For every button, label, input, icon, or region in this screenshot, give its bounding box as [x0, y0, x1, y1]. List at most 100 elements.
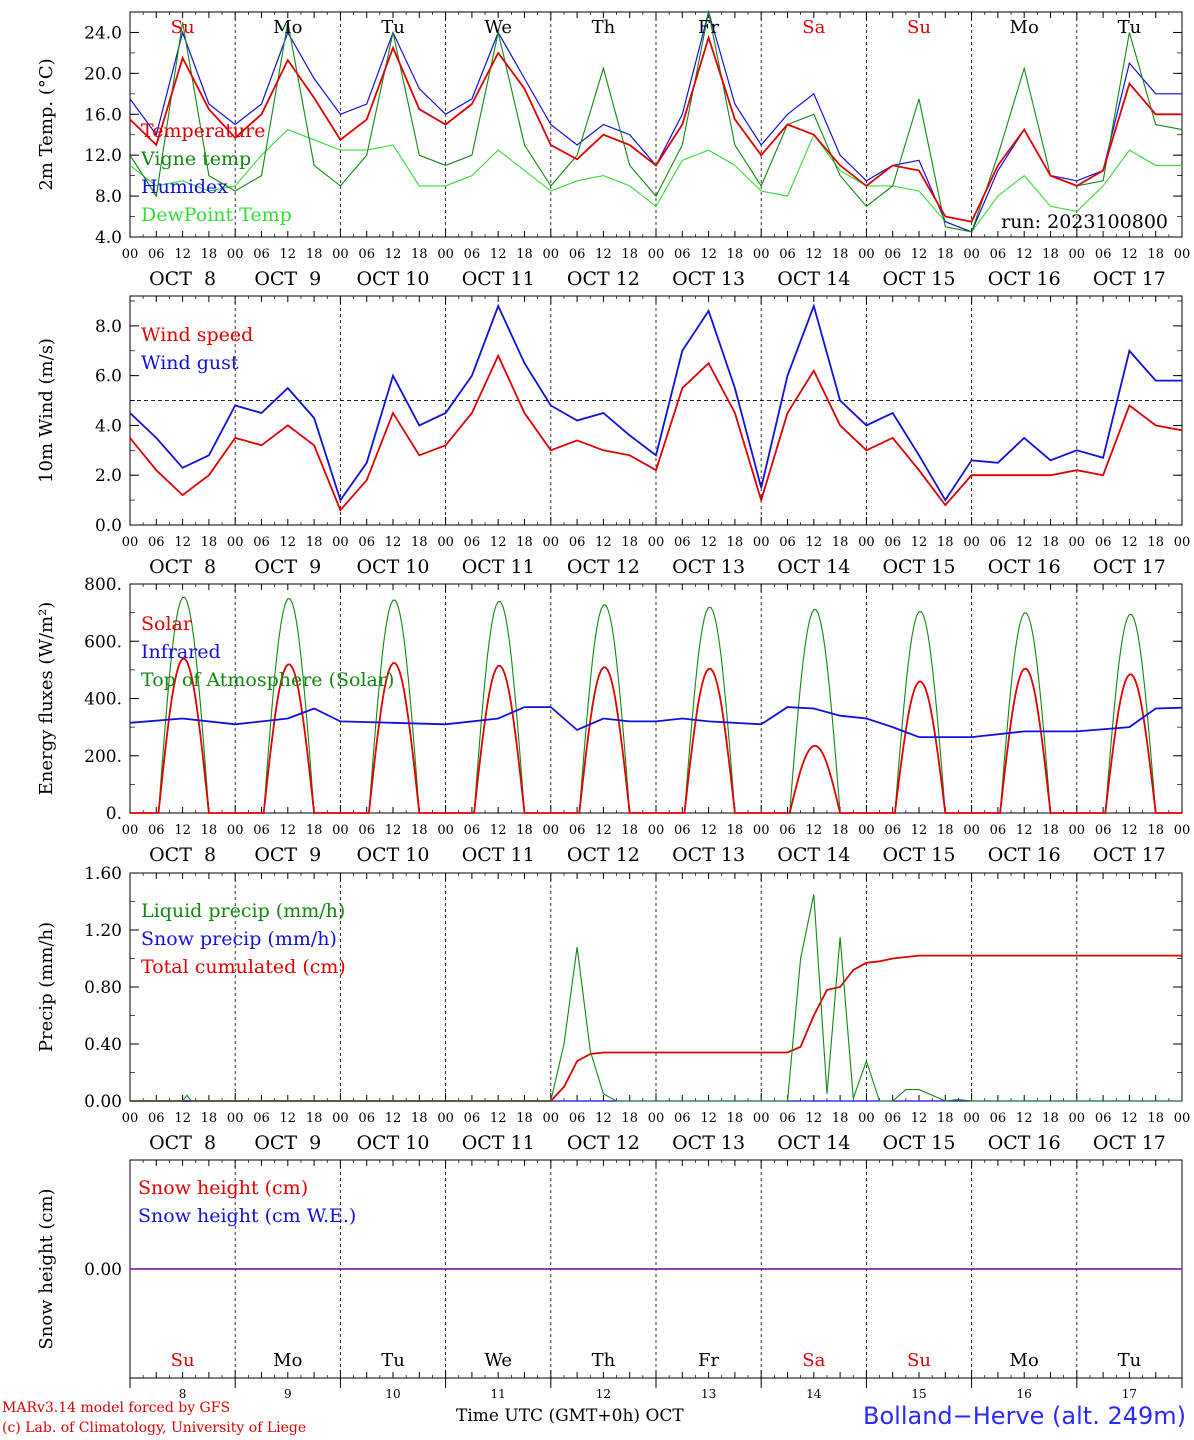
temp-legend-dewpoint-temp: DewPoint Temp	[141, 204, 292, 226]
flux-hour-tick-label: 00	[963, 823, 980, 838]
flux-hour-tick-label: 12	[1121, 823, 1138, 838]
temp-weekday-label: Mo	[1010, 17, 1039, 38]
flux-legend-top-of-atmosphere-solar-: Top of Atmosphere (Solar)	[141, 669, 394, 691]
wind-hour-tick-label: 18	[621, 535, 638, 550]
temp-date-label: OCT 16	[988, 268, 1061, 290]
temp-weekday-label: Su	[171, 17, 195, 38]
precip-date-label: OCT 15	[882, 1132, 955, 1154]
wind-hour-tick-label: 06	[884, 535, 901, 550]
flux-hour-tick-label: 12	[385, 823, 402, 838]
temp-hour-tick-label: 18	[937, 247, 954, 262]
precip-hour-tick-label: 12	[700, 1111, 717, 1126]
temp-hour-tick-label: 12	[595, 247, 612, 262]
precip-hour-tick-label: 00	[543, 1111, 560, 1126]
panel-precip	[129, 872, 1183, 1102]
flux-hour-tick-label: 00	[543, 823, 560, 838]
flux-hour-tick-label: 18	[832, 823, 849, 838]
time-axis-label: Time UTC (GMT+0h) OCT	[456, 1406, 684, 1426]
temp-weekday-label: Tu	[1118, 17, 1142, 38]
precip-date-label: OCT 8	[149, 1132, 216, 1154]
wind-hour-tick-label: 00	[227, 535, 244, 550]
flux-y-tick-label: 400.	[84, 690, 122, 710]
precip-hour-tick-label: 18	[727, 1111, 744, 1126]
precip-hour-tick-label: 06	[884, 1111, 901, 1126]
precip-date-label: OCT 9	[254, 1132, 321, 1154]
temp-y-tick-label: 24.0	[84, 23, 122, 43]
temp-hour-tick-label: 00	[437, 247, 454, 262]
flux-hour-tick-label: 06	[884, 823, 901, 838]
wind-hour-tick-label: 00	[963, 535, 980, 550]
precip-y-tick-label: 0.00	[84, 1092, 122, 1112]
temp-hour-tick-label: 06	[358, 247, 375, 262]
wind-hour-tick-label: 12	[806, 535, 823, 550]
snow-weekday-label: Mo	[273, 1350, 302, 1371]
temp-hour-tick-label: 06	[779, 247, 796, 262]
temp-hour-tick-label: 00	[1174, 247, 1191, 262]
temp-y-tick-label: 16.0	[84, 105, 122, 125]
precip-hour-tick-label: 18	[516, 1111, 533, 1126]
precip-hour-tick-label: 12	[490, 1111, 507, 1126]
flux-hour-tick-label: 06	[674, 823, 691, 838]
temp-date-label: OCT 12	[567, 268, 640, 290]
precip-hour-tick-label: 18	[621, 1111, 638, 1126]
flux-hour-tick-label: 06	[779, 823, 796, 838]
wind-hour-tick-label: 18	[832, 535, 849, 550]
temp-y-tick-label: 8.0	[95, 187, 122, 207]
wind-y-tick-label: 8.0	[95, 317, 122, 337]
flux-hour-tick-label: 12	[490, 823, 507, 838]
flux-hour-tick-label: 06	[464, 823, 481, 838]
wind-date-label: OCT 12	[567, 556, 640, 578]
precip-hour-tick-label: 18	[832, 1111, 849, 1126]
flux-hour-tick-label: 06	[253, 823, 270, 838]
precip-liquid-precip-mm-h--line	[130, 894, 1182, 1102]
wind-hour-tick-label: 00	[122, 535, 139, 550]
temp-date-label: OCT 15	[882, 268, 955, 290]
temp-date-label: OCT 9	[254, 268, 321, 290]
precip-hour-tick-label: 12	[385, 1111, 402, 1126]
wind-hour-tick-label: 00	[332, 535, 349, 550]
flux-hour-tick-label: 00	[227, 823, 244, 838]
temp-hour-tick-label: 18	[201, 247, 218, 262]
flux-hour-tick-label: 12	[806, 823, 823, 838]
wind-hour-tick-label: 06	[569, 535, 586, 550]
temp-legend-humidex: Humidex	[141, 176, 228, 198]
wind-hour-tick-label: 06	[1095, 535, 1112, 550]
wind-hour-tick-label: 00	[543, 535, 560, 550]
temp-hour-tick-label: 06	[253, 247, 270, 262]
wind-hour-tick-label: 00	[1069, 535, 1086, 550]
temp-hour-tick-label: 00	[963, 247, 980, 262]
precip-date-label: OCT 17	[1093, 1132, 1166, 1154]
precip-hour-tick-label: 00	[963, 1111, 980, 1126]
flux-date-label: OCT 14	[777, 844, 850, 866]
precip-hour-tick-label: 00	[858, 1111, 875, 1126]
flux-hour-tick-label: 00	[122, 823, 139, 838]
flux-hour-tick-label: 00	[332, 823, 349, 838]
snow-day-number: 14	[806, 1387, 822, 1401]
precip-y-tick-label: 1.20	[84, 921, 122, 941]
flux-y-axis-label: Energy fluxes (W/m²)	[36, 602, 57, 796]
temp-vigne-temp-line	[129, 11, 1183, 233]
precip-hour-tick-label: 06	[990, 1111, 1007, 1126]
temp-hour-tick-label: 06	[464, 247, 481, 262]
wind-hour-tick-label: 12	[174, 535, 191, 550]
snow-legend-snow-height-cm-: Snow height (cm)	[138, 1177, 308, 1199]
precip-hour-tick-label: 18	[1147, 1111, 1164, 1126]
precip-hour-tick-label: 06	[1095, 1111, 1112, 1126]
temp-hour-tick-label: 00	[753, 247, 770, 262]
flux-hour-tick-label: 00	[753, 823, 770, 838]
temp-hour-tick-label: 00	[122, 247, 139, 262]
flux-date-label: OCT 16	[988, 844, 1061, 866]
flux-hour-tick-label: 00	[1069, 823, 1086, 838]
snow-day-number: 9	[284, 1387, 292, 1401]
precip-date-label: OCT 13	[672, 1132, 745, 1154]
precip-hour-tick-label: 00	[332, 1111, 349, 1126]
flux-legend-solar: Solar	[141, 613, 193, 635]
temp-hour-tick-label: 12	[280, 247, 297, 262]
flux-date-label: OCT 12	[567, 844, 640, 866]
wind-hour-tick-label: 18	[937, 535, 954, 550]
wind-hour-tick-label: 06	[990, 535, 1007, 550]
flux-hour-tick-label: 18	[1042, 823, 1059, 838]
wind-date-label: OCT 8	[149, 556, 216, 578]
precip-hour-tick-label: 00	[753, 1111, 770, 1126]
